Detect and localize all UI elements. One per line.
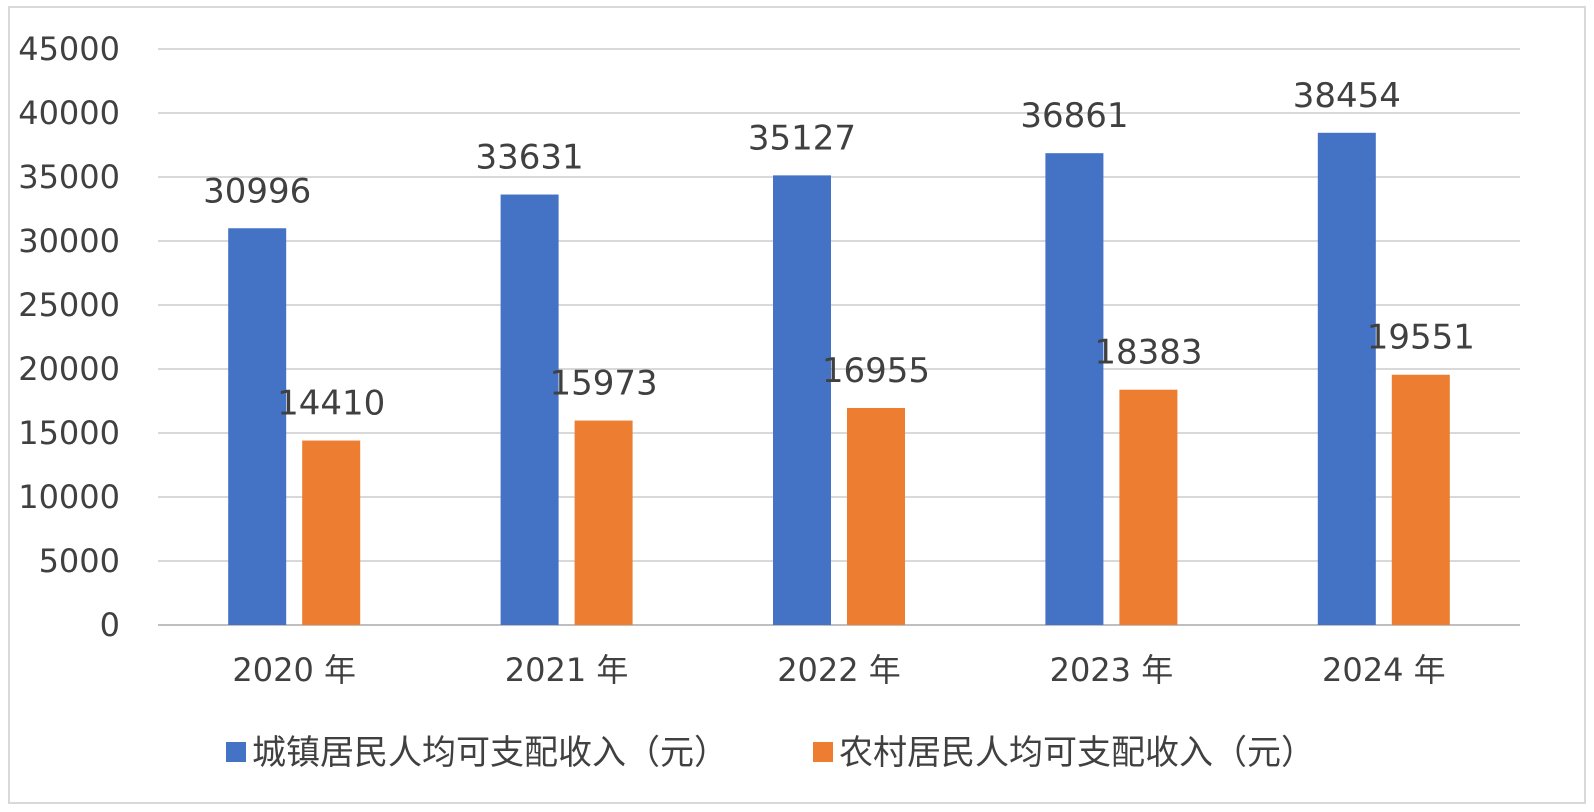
urban-income-legend-label: 城镇居民人均可支配收入（元） [252, 733, 728, 773]
y-tick-label: 5000 [39, 542, 120, 580]
urban-income-data-label: 33631 [476, 138, 584, 178]
urban-income-bar [773, 175, 831, 626]
y-tick-label: 40000 [18, 94, 120, 132]
urban-income-data-label: 36861 [1020, 96, 1128, 136]
urban-income-data-label: 30996 [203, 171, 311, 211]
x-axis-ticks: 2020 年 2021 年 2022 年 2023 年 2024 年 [232, 651, 1445, 689]
y-tick-label: 45000 [18, 30, 120, 68]
data-labels: 30996 14410 33631 15973 35127 16955 36861 18383… [203, 76, 1475, 424]
y-tick-label: 35000 [18, 158, 120, 196]
rural-income-data-label: 14410 [277, 384, 385, 424]
rural-income-bar [847, 407, 905, 625]
rural-income-data-label: 16955 [822, 351, 930, 391]
urban-income-bar [500, 194, 559, 625]
rural-income-legend-swatch [813, 742, 833, 762]
rural-income-bar [1391, 374, 1450, 625]
y-tick-label: 20000 [18, 350, 120, 388]
rural-income-data-label: 19551 [1367, 318, 1475, 358]
gridlines [158, 48, 1520, 626]
urban-income-bar [228, 228, 287, 625]
x-tick-label: 2022 年 [777, 651, 901, 689]
x-tick-label: 2023 年 [1050, 651, 1174, 689]
y-tick-label: 0 [100, 606, 120, 644]
urban-income-data-label: 38454 [1293, 76, 1401, 116]
urban-income-bar [1317, 132, 1376, 625]
rural-income-legend-label: 农村居民人均可支配收入（元） [839, 733, 1315, 773]
rural-income-bar [1119, 389, 1178, 625]
y-tick-label: 25000 [18, 286, 120, 324]
bars [228, 132, 1450, 626]
urban-income-data-label: 35127 [748, 118, 856, 158]
y-tick-label: 30000 [18, 222, 120, 260]
y-axis-ticks: 0 5000 10000 15000 20000 25000 30000 35000 40000… [18, 30, 120, 644]
urban-income-legend-swatch [226, 742, 246, 762]
x-tick-label: 2021 年 [505, 651, 629, 689]
rural-income-data-label: 18383 [1094, 333, 1202, 373]
y-tick-label: 15000 [18, 414, 120, 452]
rural-income-data-label: 15973 [550, 364, 658, 404]
rural-income-bar [574, 420, 633, 625]
urban-income-bar [1045, 153, 1104, 625]
legend: 城镇居民人均可支配收入（元） 农村居民人均可支配收入（元） [226, 733, 1315, 773]
y-tick-label: 10000 [18, 478, 120, 516]
x-tick-label: 2024 年 [1322, 651, 1446, 689]
rural-income-bar [302, 440, 361, 625]
x-tick-label: 2020 年 [232, 651, 356, 689]
